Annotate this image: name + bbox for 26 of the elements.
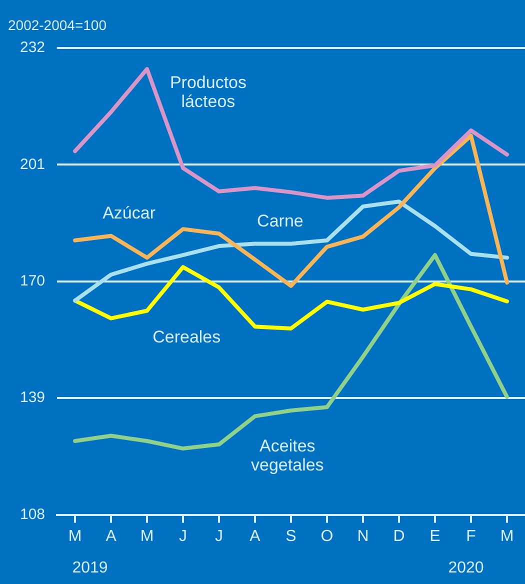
x-tick-label: M <box>500 528 514 545</box>
y-tick-label: 139 <box>20 389 46 406</box>
x-tick-label: A <box>106 528 117 545</box>
x-tick-label: J <box>215 528 224 545</box>
x-tick-label: O <box>320 528 334 545</box>
x-tick-label: F <box>466 528 476 545</box>
y-tick-label: 232 <box>20 39 46 56</box>
x-tick-label: A <box>250 528 261 545</box>
x-tick-label: S <box>286 528 296 545</box>
series-label: Carne <box>257 212 304 231</box>
y-tick-label: 201 <box>20 156 46 173</box>
x-tick-label: M <box>68 528 82 545</box>
text: 2019 <box>72 559 108 576</box>
y-tick-label: 108 <box>20 506 46 523</box>
series-label: Azúcar <box>102 203 156 222</box>
text: 2002-2004=100 <box>8 16 107 33</box>
series-label: Cereales <box>152 328 221 347</box>
series-label: Productos lácteos <box>170 73 246 112</box>
y-tick-label: 170 <box>20 272 46 290</box>
x-tick-label: M <box>140 528 154 545</box>
x-tick-label: E <box>430 528 440 545</box>
text: 2020 <box>448 559 484 576</box>
series-label: Aceites vegetales <box>251 436 324 475</box>
x-tick-label: J <box>179 528 188 545</box>
x-tick-label: N <box>357 528 369 545</box>
x-tick-label: D <box>393 528 405 545</box>
